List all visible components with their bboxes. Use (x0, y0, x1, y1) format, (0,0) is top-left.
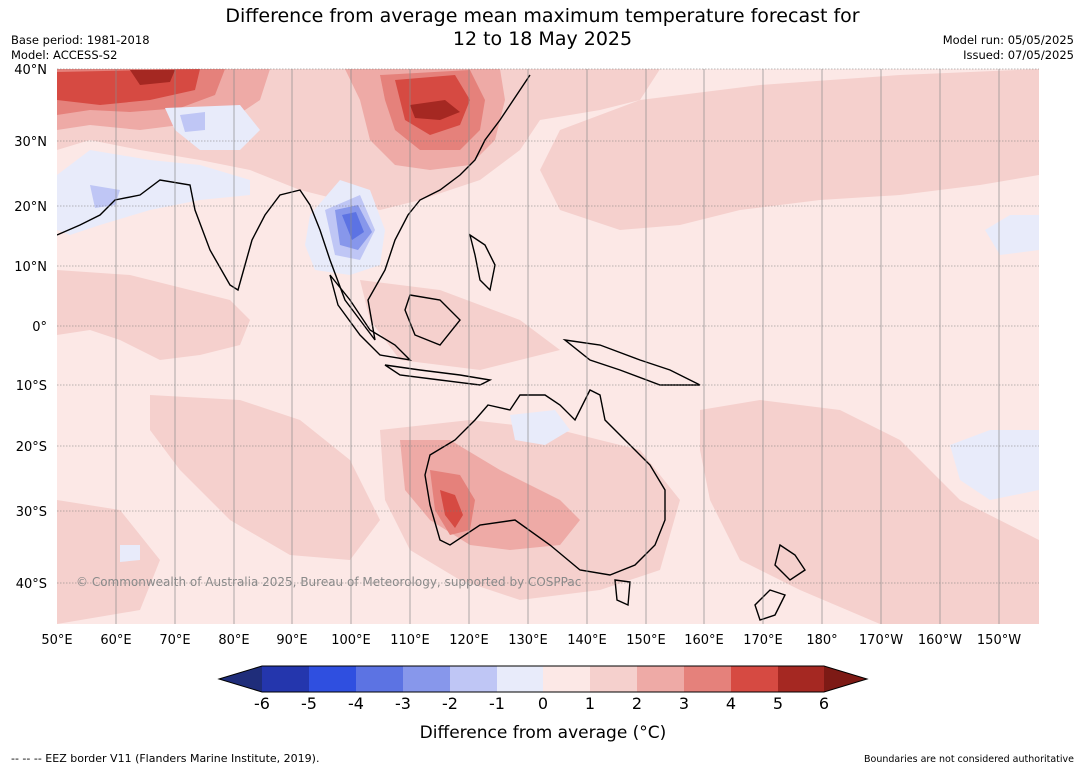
lon-label: 160°E (684, 633, 724, 648)
colorbar-swatch (731, 666, 778, 692)
colorbar-tick-label: 6 (819, 694, 829, 713)
colorbar-tick-label: -3 (395, 694, 411, 713)
colorbar-high-extend (824, 666, 867, 692)
colorbar-swatch (403, 666, 450, 692)
colorbar-tick-label: -4 (348, 694, 364, 713)
longitude-labels: 50°E 60°E 70°E 80°E 90°E 100°E 110°E 120… (41, 633, 1021, 648)
latitude-labels: 40°N 30°N 20°N 10°N 0° 10°S 20°S 30°S 40… (14, 63, 47, 592)
lon-label: 120°E (449, 633, 489, 648)
colorbar-swatch (356, 666, 403, 692)
colorbar-swatch (450, 666, 497, 692)
model-run-text: Model run: 05/05/2025 (942, 33, 1074, 47)
colorbar-swatch (309, 666, 356, 692)
colorbar-tick-label: -6 (254, 694, 270, 713)
lon-label: 110°E (390, 633, 430, 648)
lon-label: 60°E (100, 633, 131, 648)
longitude-gridlines (115, 69, 1000, 624)
anomaly-field (57, 69, 1039, 624)
lon-label: 80°E (218, 633, 249, 648)
lat-label: 30°S (16, 505, 47, 520)
anomaly-negative-regions (57, 105, 1039, 562)
colorbar-tick-label: 1 (585, 694, 595, 713)
colorbar (217, 665, 869, 693)
lat-label: 40°N (14, 63, 47, 78)
lat-label: 10°N (14, 260, 47, 275)
copyright-text: © Commonwealth of Australia 2025, Bureau… (76, 575, 581, 589)
colorbar-swatch (543, 666, 590, 692)
lon-label: 160°W (918, 633, 962, 648)
colorbar-swatch (637, 666, 684, 692)
colorbar-tick-label: -5 (301, 694, 317, 713)
lon-label: 100°E (331, 633, 371, 648)
colorbar-tick-label: -2 (442, 694, 458, 713)
lon-label: 140°E (567, 633, 607, 648)
colorbar-tick-label: 5 (773, 694, 783, 713)
lon-label: 50°E (41, 633, 72, 648)
colorbar-swatch (497, 666, 543, 692)
colorbar-title: Difference from average (°C) (420, 723, 667, 743)
anomaly-5-6-regions (130, 70, 460, 120)
colorbar-tick-label: -1 (489, 694, 505, 713)
lon-label: 130°E (508, 633, 548, 648)
issued-date-text: Issued: 07/05/2025 (963, 48, 1074, 62)
boundaries-disclaimer: Boundaries are not considered authoritat… (864, 754, 1074, 765)
eez-border-note: -- -- -- EEZ border V11 (Flanders Marine… (11, 752, 320, 765)
colorbar-tick-label: 3 (679, 694, 689, 713)
model-name-text: Model: ACCESS-S2 (11, 48, 118, 62)
lat-label: 20°N (14, 200, 47, 215)
lon-label: 170°E (743, 633, 783, 648)
map-title-line2: 12 to 18 May 2025 (452, 28, 633, 50)
lon-label: 70°E (159, 633, 190, 648)
lon-label: 150°W (977, 633, 1021, 648)
colorbar-tick-label: 2 (632, 694, 642, 713)
anomaly-4-5-regions (57, 69, 470, 528)
map-title-line1: Difference from average mean maximum tem… (225, 5, 860, 27)
colorbar-low-extend (219, 666, 262, 692)
lat-label: 0° (32, 320, 47, 335)
lat-label: 30°N (14, 135, 47, 150)
colorbar-ticks: -6 -5 -4 -3 -2 -1 0 1 2 3 4 5 6 (254, 694, 829, 713)
colorbar-tick-label: 4 (726, 694, 736, 713)
lon-label: 170°W (859, 633, 903, 648)
colorbar-tick-label: 0 (538, 694, 548, 713)
colorbar-swatch (778, 666, 824, 692)
colorbar-swatch (590, 666, 637, 692)
colorbar-swatch (262, 666, 309, 692)
colorbar-swatch (684, 666, 731, 692)
lat-label: 20°S (16, 440, 47, 455)
base-period-text: Base period: 1981-2018 (11, 33, 150, 47)
lat-label: 10°S (16, 379, 47, 394)
lat-label: 40°S (16, 577, 47, 592)
lon-label: 180° (806, 633, 837, 648)
lon-label: 150°E (626, 633, 666, 648)
lon-label: 90°E (276, 633, 307, 648)
